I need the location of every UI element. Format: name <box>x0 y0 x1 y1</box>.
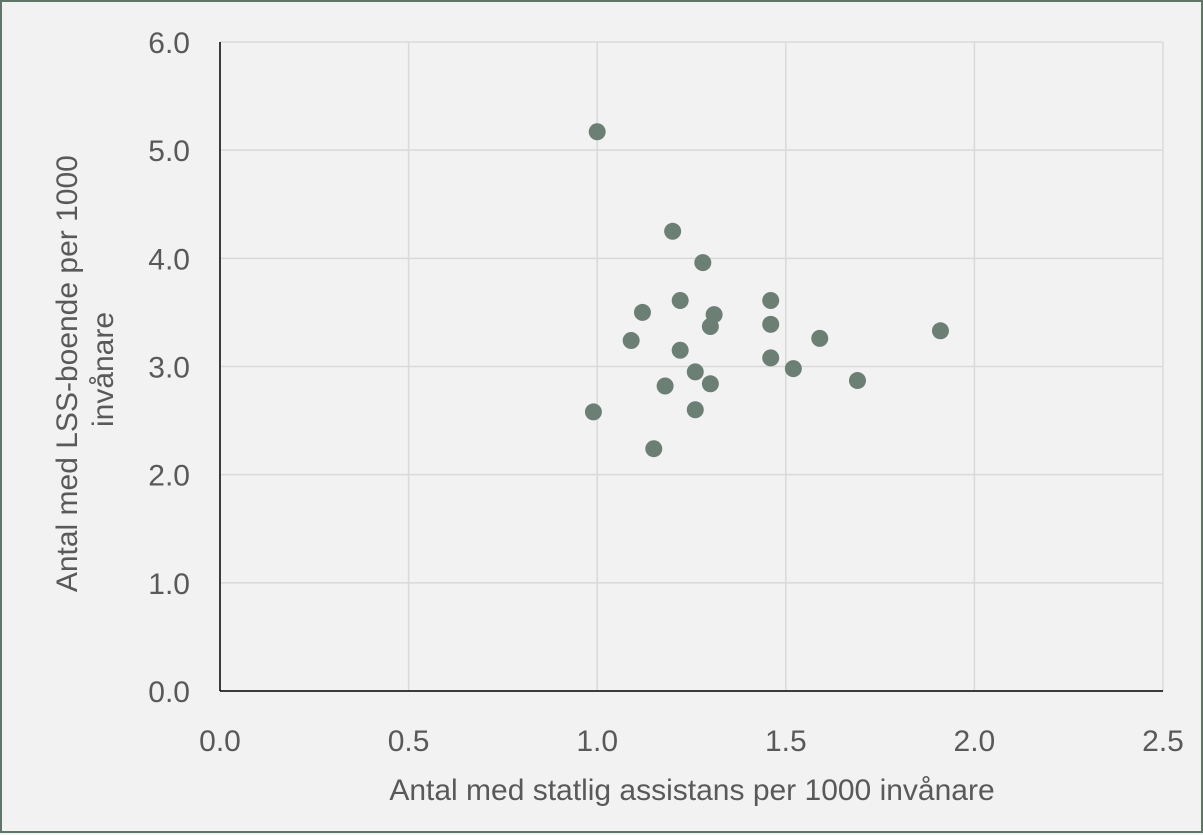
y-tick-label: 3.0 <box>148 352 190 385</box>
y-tick-label: 0.0 <box>148 676 190 709</box>
x-tick-label: 1.0 <box>576 725 618 758</box>
y-axis-title: Antal med LSS-boende per 1000 invånare <box>51 147 120 592</box>
data-point <box>622 332 640 350</box>
axes <box>219 42 1163 692</box>
data-point <box>664 222 682 240</box>
y-tick-labels: 0.0 1.0 2.0 3.0 4.0 5.0 6.0 <box>148 27 190 709</box>
y-tick-label: 2.0 <box>148 460 190 493</box>
data-point <box>656 377 674 395</box>
x-tick-label: 2.0 <box>954 725 996 758</box>
y-tick-label: 5.0 <box>148 135 190 168</box>
data-point <box>848 372 866 390</box>
data-point <box>645 440 663 458</box>
x-tick-labels: 0.0 0.5 1.0 1.5 2.0 2.5 <box>199 725 1184 758</box>
y-axis-title-line-1: Antal med LSS-boende per 1000 <box>51 155 84 592</box>
data-point <box>584 403 602 421</box>
data-point <box>694 254 712 272</box>
y-tick-label: 1.0 <box>148 568 190 601</box>
y-tick-label: 6.0 <box>148 27 190 60</box>
x-axis-title: Antal med statlig assistans per 1000 inv… <box>389 774 994 807</box>
data-point <box>762 349 780 367</box>
data-point <box>762 315 780 333</box>
data-point <box>686 363 704 381</box>
data-point <box>633 303 651 321</box>
x-tick-label: 2.5 <box>1142 725 1184 758</box>
data-point <box>811 329 829 347</box>
x-tick-label: 0.0 <box>199 725 241 758</box>
data-point <box>701 375 719 393</box>
data-point <box>671 292 689 310</box>
x-tick-label: 0.5 <box>388 725 430 758</box>
data-point <box>762 292 780 310</box>
data-point <box>588 123 606 141</box>
y-tick-label: 4.0 <box>148 243 190 276</box>
data-point <box>686 401 704 419</box>
data-point <box>701 317 719 335</box>
y-axis-title-line-2: invånare <box>87 312 120 427</box>
grid-lines <box>220 41 1164 691</box>
data-point <box>931 322 949 340</box>
data-points <box>584 123 949 458</box>
x-tick-label: 1.5 <box>765 725 807 758</box>
data-point <box>671 341 689 359</box>
data-point <box>784 360 802 378</box>
